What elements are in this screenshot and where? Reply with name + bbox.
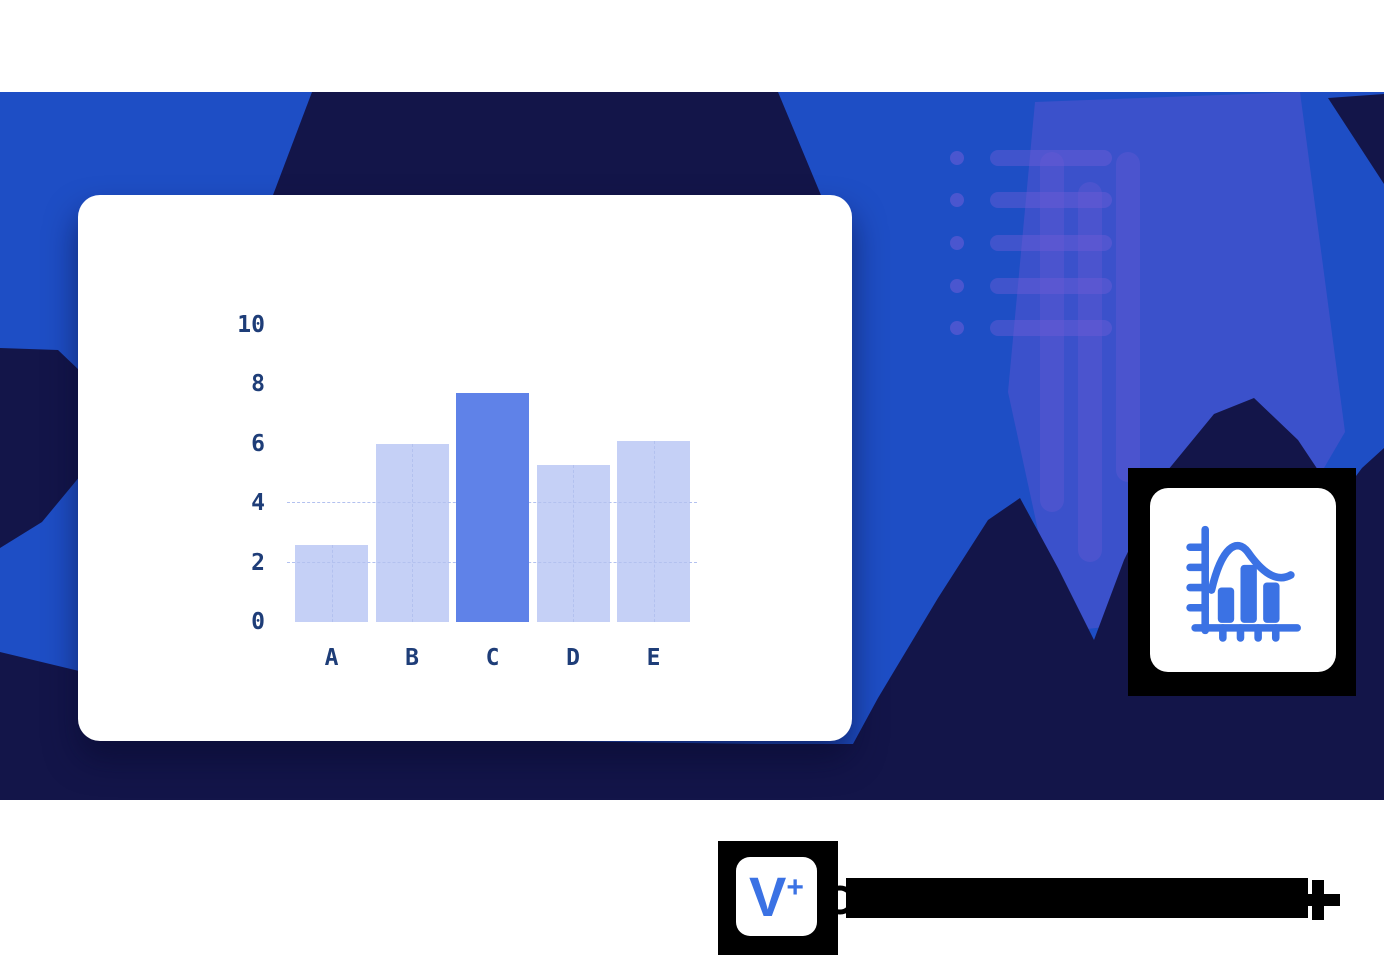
- bar-center-gridline: [412, 443, 413, 622]
- y-tick-label: 8: [251, 371, 265, 398]
- chart-card: 0 2 4 6 8 10 A B C D E: [78, 195, 852, 741]
- x-axis-label-E: E: [646, 645, 661, 671]
- x-axis-label-B: B: [405, 645, 419, 671]
- bar-E: [617, 440, 690, 622]
- icon-frame: [1128, 468, 1356, 696]
- decor-pill: [990, 235, 1112, 251]
- decor-dot: [950, 151, 964, 165]
- x-axis-labels: A B C D E: [295, 645, 690, 675]
- decor-dot: [950, 279, 964, 293]
- decor-dot: [950, 236, 964, 250]
- wordmark-redacted: [825, 878, 1340, 920]
- decor-dot: [950, 193, 964, 207]
- decor-vbar: [1040, 152, 1064, 512]
- bar-B: [375, 443, 449, 622]
- decor-pill: [990, 278, 1112, 294]
- decor-navy-corner: [1328, 94, 1384, 184]
- decor-navy-mountains: [0, 398, 1384, 800]
- bar-D: [536, 464, 610, 622]
- decor-pill: [990, 150, 1112, 166]
- bar-center-gridline: [573, 464, 574, 622]
- logo-frame: V +: [718, 841, 838, 955]
- y-tick-label: 10: [237, 312, 265, 338]
- y-tick-label: 6: [251, 430, 265, 457]
- decor-pill: [990, 192, 1112, 208]
- v-plus-logo: V +: [736, 857, 817, 936]
- icon-card: [1150, 488, 1336, 672]
- y-tick-label: 0: [251, 609, 265, 635]
- plot-area: [287, 325, 697, 622]
- decor-dot: [950, 321, 964, 335]
- histogram-bell-curve-icon: [1186, 525, 1301, 642]
- decor-navy-arrow: [0, 348, 102, 548]
- bar-center-gridline: [653, 440, 655, 622]
- x-axis-label-A: A: [324, 645, 339, 671]
- y-tick-label: 4: [251, 490, 265, 517]
- y-axis-tick-labels: 0 2 4 6 8 10: [185, 312, 265, 635]
- x-axis-label-D: D: [566, 645, 580, 671]
- decor-vbar: [1078, 182, 1102, 562]
- decor-pill: [990, 320, 1112, 336]
- decor-vbar: [1116, 152, 1140, 482]
- logo-letter: V: [749, 864, 787, 928]
- bar-center-gridline: [331, 544, 333, 622]
- bar-C: [456, 393, 529, 622]
- y-tick-label: 2: [251, 549, 265, 576]
- x-axis-label-C: C: [485, 645, 500, 671]
- logo-plus-glyph: +: [786, 870, 804, 904]
- bar-A: [295, 544, 368, 622]
